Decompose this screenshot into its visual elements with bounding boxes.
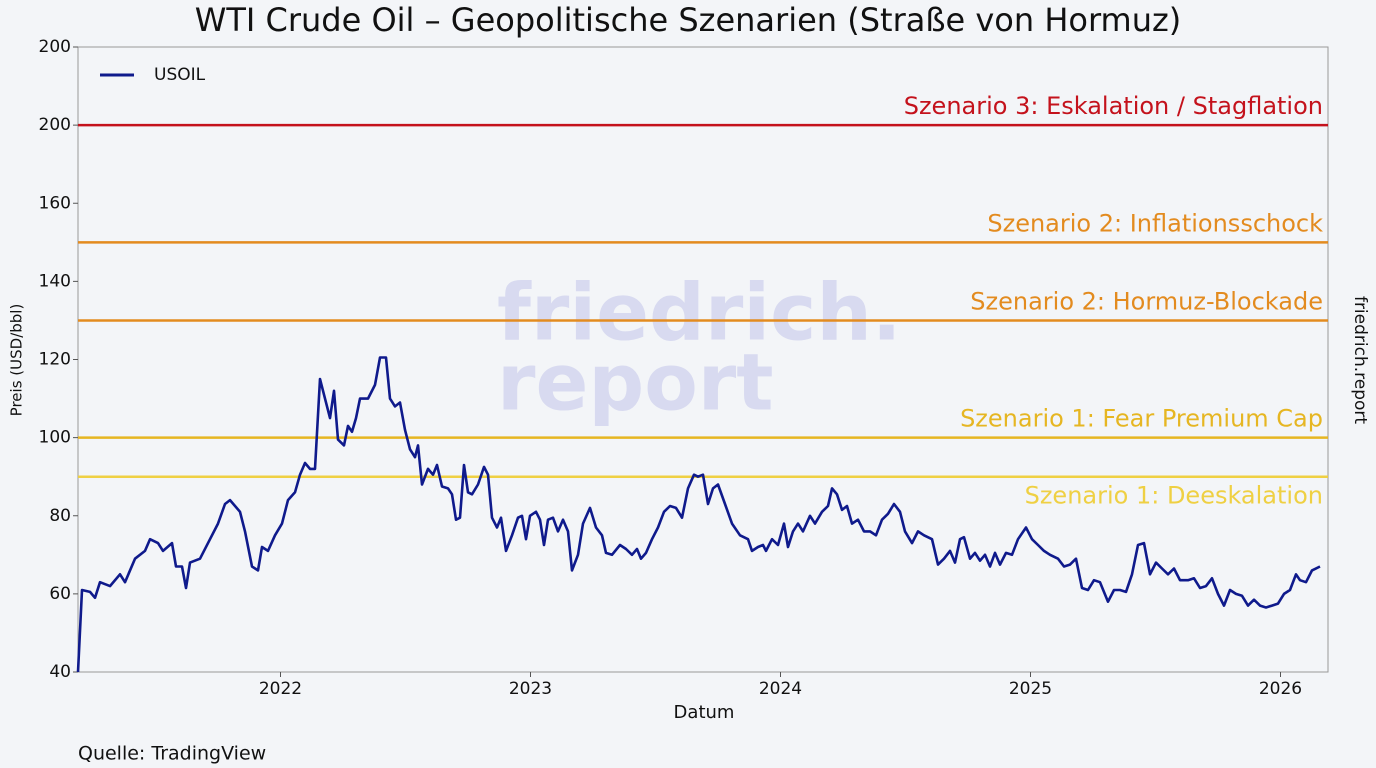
x-tick-label: 2022 <box>259 679 302 699</box>
watermark: friedrich. <box>497 268 901 358</box>
y-tick-label: 40 <box>49 662 71 682</box>
x-tick-label: 2023 <box>509 679 552 699</box>
y-tick-label: 80 <box>49 506 71 526</box>
legend-label: USOIL <box>154 65 206 85</box>
x-axis-label: Datum <box>674 702 735 723</box>
scenario-label: Szenario 1: Fear Premium Cap <box>960 405 1323 433</box>
scenario-label: Szenario 2: Hormuz-Blockade <box>970 287 1323 315</box>
y-tick-label: 200 <box>39 37 71 57</box>
y-tick-label: 120 <box>39 350 71 370</box>
source-note: Quelle: TradingView <box>78 743 266 765</box>
x-tick-label: 2025 <box>1009 679 1052 699</box>
price-line <box>76 356 1321 673</box>
chart-title: WTI Crude Oil – Geopolitische Szenarien … <box>195 1 1182 39</box>
y-tick-label: 60 <box>49 584 71 604</box>
y-tick-label: 200 <box>39 115 71 135</box>
watermark: report <box>497 338 774 428</box>
y-tick-label: 100 <box>39 428 71 448</box>
scenario-label: Szenario 1: Deeskalation <box>1025 482 1323 510</box>
y-tick-label: 160 <box>39 193 71 213</box>
x-tick-label: 2026 <box>1259 679 1302 699</box>
side-label: friedrich.report <box>1350 296 1370 424</box>
x-tick-label: 2024 <box>759 679 802 699</box>
scenario-label: Szenario 3: Eskalation / Stagflation <box>904 92 1323 120</box>
y-axis-label: Preis (USD/bbl) <box>8 304 26 417</box>
y-tick-label: 140 <box>39 271 71 291</box>
scenario-label: Szenario 2: Inflationsschock <box>987 209 1323 237</box>
